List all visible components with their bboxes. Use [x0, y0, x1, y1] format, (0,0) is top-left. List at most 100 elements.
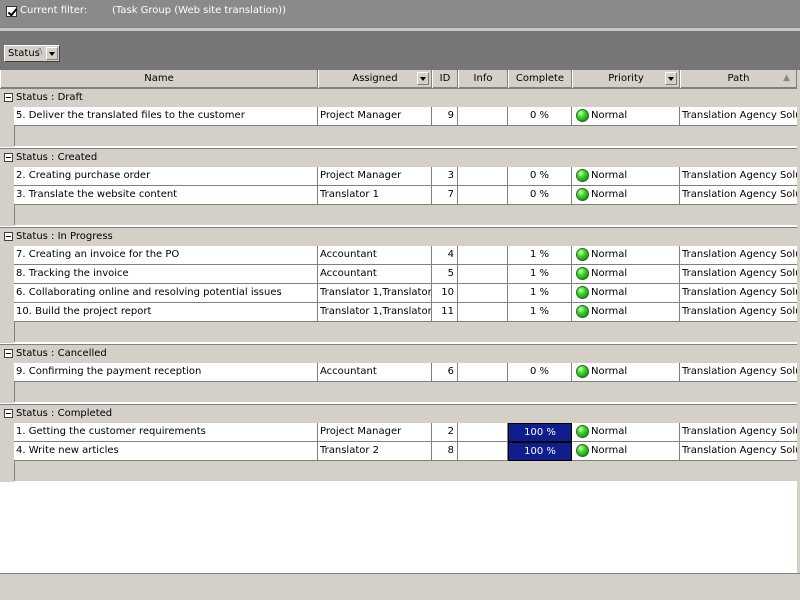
priority-label: Normal — [591, 110, 628, 121]
cell-complete: 0 % — [508, 363, 572, 382]
task-grid: Status : Draft 5. Deliver the translated … — [0, 88, 800, 572]
group-title: Status : In Progress — [16, 231, 113, 242]
cell-assigned: Project Manager — [318, 423, 432, 442]
priority-label: Normal — [591, 189, 628, 200]
column-header-assigned[interactable]: Assigned — [318, 70, 432, 88]
cell-complete: 1 % — [508, 246, 572, 265]
cell-info — [458, 423, 508, 442]
priority-label: Normal — [591, 268, 628, 279]
group-title: Status : Cancelled — [16, 348, 107, 359]
table-row[interactable]: 9. Confirming the payment reception Accou… — [14, 363, 800, 382]
cell-complete: 100 % — [508, 442, 572, 461]
group-indent-gutter — [0, 363, 14, 403]
collapse-minus-icon[interactable] — [4, 349, 13, 358]
collapse-minus-icon[interactable] — [4, 232, 13, 241]
collapse-minus-icon[interactable] — [4, 409, 13, 418]
cell-priority: Normal — [572, 423, 680, 442]
cell-name: 6. Collaborating online and resolving po… — [14, 284, 318, 303]
group-spacer — [14, 382, 800, 402]
table-row[interactable]: 4. Write new articles Translator 2 8 100 % N… — [14, 442, 800, 461]
cell-complete: 1 % — [508, 284, 572, 303]
cell-name: 5. Deliver the translated files to the c… — [14, 107, 318, 126]
table-row[interactable]: 3. Translate the website content Translat… — [14, 186, 800, 205]
column-header-name[interactable]: Name — [0, 70, 318, 88]
column-header-label: Name — [144, 73, 174, 84]
group-by-status-chip[interactable]: Status /\ — [4, 45, 60, 62]
column-header-complete[interactable]: Complete — [508, 70, 572, 88]
chevron-down-icon[interactable] — [417, 72, 429, 85]
group-title: Status : Draft — [16, 92, 83, 103]
table-row[interactable]: 10. Build the project report Translator 1… — [14, 303, 800, 322]
cell-complete: 0 % — [508, 186, 572, 205]
cell-id: 2 — [432, 423, 458, 442]
cell-id: 7 — [432, 186, 458, 205]
collapse-minus-icon[interactable] — [4, 153, 13, 162]
cell-name: 8. Tracking the invoice — [14, 265, 318, 284]
filter-bar: Current filter: (Task Group (Web site tr… — [0, 0, 800, 28]
green-led-icon — [576, 266, 589, 280]
table-row[interactable]: 1. Getting the customer requirements Proj… — [14, 423, 800, 442]
group-header[interactable]: Status : Created — [0, 148, 800, 167]
cell-id: 9 — [432, 107, 458, 126]
group-indent-gutter — [0, 246, 14, 343]
cell-priority: Normal — [572, 284, 680, 303]
column-header-label: Complete — [515, 73, 565, 84]
cell-complete: 0 % — [508, 167, 572, 186]
table-row[interactable]: 2. Creating purchase order Project Manage… — [14, 167, 800, 186]
group-indent-gutter — [0, 423, 14, 482]
cell-assigned: Project Manager — [318, 107, 432, 126]
group-header[interactable]: Status : In Progress — [0, 227, 800, 246]
group-header[interactable]: Status : Draft — [0, 88, 800, 107]
cell-info — [458, 442, 508, 461]
table-row[interactable]: 6. Collaborating online and resolving po… — [14, 284, 800, 303]
filter-checkbox[interactable] — [6, 6, 17, 17]
column-header-id[interactable]: ID — [432, 70, 458, 88]
cell-priority: Normal — [572, 442, 680, 461]
table-row[interactable]: 8. Tracking the invoice Accountant 5 1 % Nor… — [14, 265, 800, 284]
group-header[interactable]: Status : Cancelled — [0, 344, 800, 363]
collapse-minus-icon[interactable] — [4, 93, 13, 102]
column-header-priority[interactable]: Priority — [572, 70, 680, 88]
group-by-area: Status /\ — [0, 28, 800, 70]
sort-asc-icon: /\ — [37, 47, 43, 56]
priority-label: Normal — [591, 445, 628, 456]
cell-id: 11 — [432, 303, 458, 322]
group-spacer — [14, 461, 800, 481]
column-header-path[interactable]: Path ▲ — [680, 70, 797, 88]
cell-path: Translation Agency Solution\Cl — [680, 265, 800, 284]
cell-priority: Normal — [572, 303, 680, 322]
cell-name: 4. Write new articles — [14, 442, 318, 461]
cell-priority: Normal — [572, 246, 680, 265]
group-spacer — [14, 126, 800, 146]
cell-info — [458, 167, 508, 186]
cell-name: 7. Creating an invoice for the PO — [14, 246, 318, 265]
column-header-info[interactable]: Info — [458, 70, 508, 88]
chevron-down-icon[interactable] — [46, 47, 58, 60]
green-led-icon — [576, 304, 589, 318]
cell-info — [458, 246, 508, 265]
group-header[interactable]: Status : Completed — [0, 404, 800, 423]
green-led-icon — [576, 285, 589, 299]
green-led-icon — [576, 364, 589, 378]
group-title: Status : Completed — [16, 408, 113, 419]
column-header-label: Assigned — [352, 73, 398, 84]
cell-assigned: Project Manager — [318, 167, 432, 186]
cell-assigned: Translator 1,Translator 2 — [318, 284, 432, 303]
cell-id: 3 — [432, 167, 458, 186]
group-spacer — [14, 322, 800, 342]
green-led-icon — [576, 187, 589, 201]
priority-label: Normal — [591, 306, 628, 317]
table-row[interactable]: 5. Deliver the translated files to the c… — [14, 107, 800, 126]
table-row[interactable]: 7. Creating an invoice for the PO Account… — [14, 246, 800, 265]
chevron-down-icon[interactable] — [665, 72, 677, 85]
column-header-label: Info — [473, 73, 493, 84]
priority-label: Normal — [591, 287, 628, 298]
group-indent-gutter — [0, 167, 14, 226]
cell-path: Translation Agency Solution\Cl — [680, 107, 800, 126]
cell-info — [458, 265, 508, 284]
column-header-label: Path — [727, 73, 750, 84]
cell-name: 2. Creating purchase order — [14, 167, 318, 186]
cell-assigned: Translator 1,Translator 2,Acco — [318, 303, 432, 322]
cell-priority: Normal — [572, 107, 680, 126]
green-led-icon — [576, 424, 589, 438]
